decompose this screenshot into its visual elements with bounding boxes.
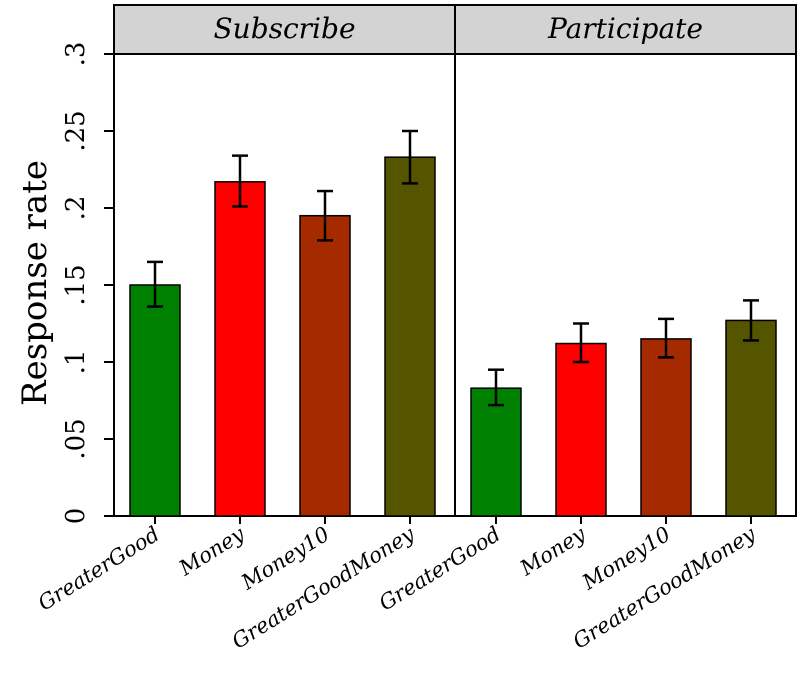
y-tick-label: 0 [61, 508, 91, 525]
x-tick-label: Money [515, 521, 591, 581]
y-tick-label: .15 [61, 264, 91, 305]
bar [299, 214, 351, 517]
bar [640, 338, 692, 517]
y-tick-label: .25 [61, 110, 91, 151]
bar [555, 342, 607, 517]
bar [214, 181, 266, 517]
y-tick-label: .2 [61, 196, 91, 221]
bar [470, 387, 522, 517]
y-tick-label: .05 [61, 418, 91, 459]
bar [725, 319, 777, 517]
y-axis-title: Response rate [15, 160, 55, 406]
panel-frame [454, 53, 797, 517]
y-tick-label: .3 [61, 42, 91, 67]
panel-title: Subscribe [213, 12, 355, 45]
panel-strip [454, 4, 797, 55]
bar [384, 156, 436, 517]
bar [129, 284, 181, 517]
y-tick-label: .1 [61, 350, 91, 375]
panel-strip [113, 4, 456, 55]
x-tick-label: GreaterGood [34, 522, 164, 616]
x-tick-label: Money [174, 521, 250, 581]
panel-title: Participate [547, 12, 703, 45]
